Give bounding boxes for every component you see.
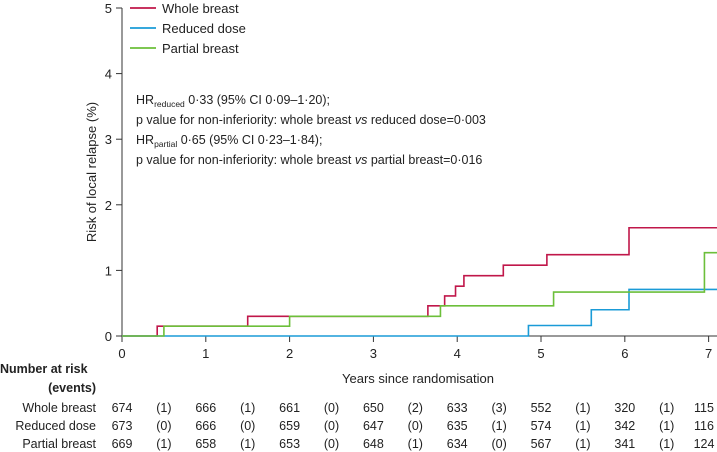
risk-events: (0) — [240, 419, 255, 433]
risk-events: (0) — [491, 437, 506, 451]
risk-events: (1) — [240, 437, 255, 451]
annotation-line: p value for non-inferiority: whole breas… — [136, 113, 486, 127]
risk-events: (1) — [491, 419, 506, 433]
annotation-line: HRpartial 0·65 (95% CI 0·23–1·84); — [136, 133, 322, 149]
risk-events: (1) — [659, 401, 674, 415]
legend: Whole breast Reduced dose Partial breast — [130, 1, 246, 56]
series-layer — [122, 226, 717, 337]
annotations: HRreduced 0·33 (95% CI 0·09–1·20); p valu… — [136, 93, 486, 167]
risk-count: 552 — [531, 401, 552, 415]
risk-events: (1) — [156, 401, 171, 415]
y-tick-label: 2 — [105, 198, 112, 213]
legend-label: Partial breast — [162, 41, 239, 56]
risk-count: 673 — [112, 419, 133, 433]
risk-count: 661 — [279, 401, 300, 415]
risk-events: (1) — [156, 437, 171, 451]
risk-count: 115 — [694, 401, 714, 415]
risk-events: (1) — [575, 419, 590, 433]
risk-events: (0) — [324, 401, 339, 415]
risk-count: 635 — [447, 419, 468, 433]
risk-count: 658 — [195, 437, 216, 451]
risk-events: (1) — [659, 437, 674, 451]
y-tick-label: 4 — [105, 67, 112, 82]
risk-count: 650 — [363, 401, 384, 415]
series-line-reduced-dose — [122, 288, 717, 337]
series-line-partial-breast — [122, 251, 717, 337]
x-tick-label: 0 — [118, 346, 125, 361]
risk-count: 124 — [694, 437, 715, 451]
x-tick-label: 2 — [286, 346, 293, 361]
y-tick-label: 0 — [105, 329, 112, 344]
y-axis-label: Risk of local relapse (%) — [84, 102, 99, 242]
risk-count: 342 — [614, 419, 635, 433]
risk-table-subtitle: (events) — [48, 381, 96, 395]
risk-count: 674 — [112, 401, 133, 415]
risk-events: (1) — [240, 401, 255, 415]
risk-table: Number at risk (events) Whole breast 674 (1)… — [0, 362, 714, 451]
axes: 0 1 2 3 4 5 0 1 2 3 4 5 6 7 Years since randomisation R… — [84, 1, 717, 386]
risk-row-label: Whole breast — [22, 401, 96, 415]
y-tick-label: 1 — [105, 263, 112, 278]
risk-events: (3) — [491, 401, 506, 415]
risk-count: 567 — [531, 437, 552, 451]
x-tick-label: 1 — [202, 346, 209, 361]
risk-row-label: Reduced dose — [15, 419, 96, 433]
legend-label: Whole breast — [162, 1, 239, 16]
risk-count: 669 — [112, 437, 133, 451]
risk-count: 634 — [447, 437, 468, 451]
risk-row-label: Partial breast — [22, 437, 96, 451]
risk-count: 633 — [447, 401, 468, 415]
risk-table-title: Number at risk — [0, 362, 88, 376]
risk-events: (1) — [575, 437, 590, 451]
risk-count: 659 — [279, 419, 300, 433]
risk-events: (0) — [324, 419, 339, 433]
x-tick-label: 6 — [621, 346, 628, 361]
annotation-line: p value for non-inferiority: whole breas… — [136, 153, 482, 167]
series-line-whole-breast — [122, 226, 717, 337]
x-tick-label: 5 — [537, 346, 544, 361]
annotation-line: HRreduced 0·33 (95% CI 0·09–1·20); — [136, 93, 330, 109]
risk-events: (0) — [324, 437, 339, 451]
risk-count: 647 — [363, 419, 384, 433]
y-tick-label: 5 — [105, 1, 112, 16]
x-tick-label: 3 — [370, 346, 377, 361]
risk-count: 653 — [279, 437, 300, 451]
risk-events: (0) — [156, 419, 171, 433]
risk-events: (2) — [408, 401, 423, 415]
risk-count: 116 — [694, 419, 714, 433]
risk-events: (0) — [408, 419, 423, 433]
risk-count: 648 — [363, 437, 384, 451]
y-tick-label: 3 — [105, 132, 112, 147]
risk-events: (1) — [659, 419, 674, 433]
risk-count: 320 — [614, 401, 635, 415]
risk-events: (1) — [408, 437, 423, 451]
x-tick-label: 4 — [454, 346, 461, 361]
risk-events: (1) — [575, 401, 590, 415]
risk-count: 666 — [195, 419, 216, 433]
legend-label: Reduced dose — [162, 21, 246, 36]
risk-count: 341 — [614, 437, 635, 451]
risk-count: 574 — [531, 419, 552, 433]
x-tick-label: 7 — [705, 346, 712, 361]
x-axis-label: Years since randomisation — [342, 371, 494, 386]
risk-count: 666 — [195, 401, 216, 415]
